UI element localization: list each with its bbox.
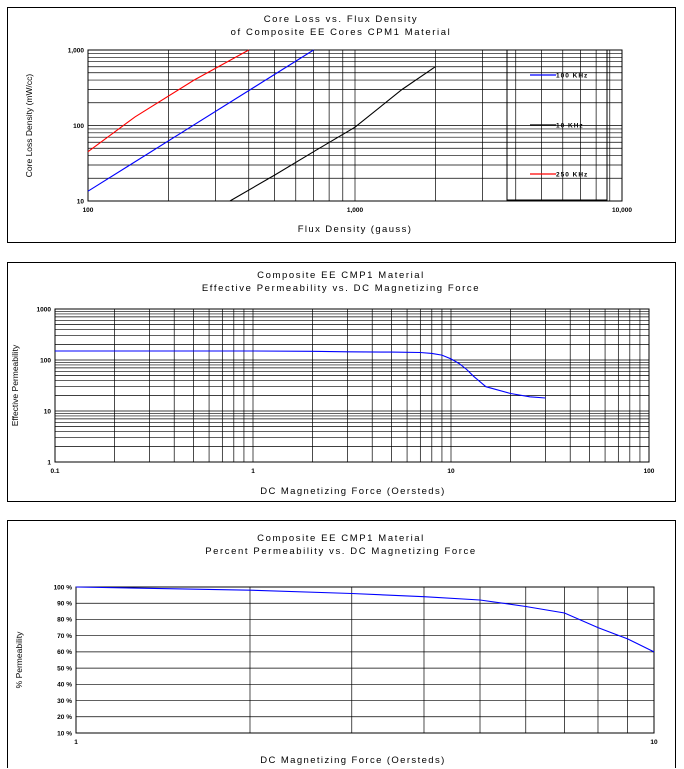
series-line-0 <box>87 49 314 192</box>
grid <box>54 308 650 463</box>
y-tick-label: 1 <box>47 459 51 466</box>
legend-label: 250 KHz <box>556 171 588 178</box>
y-tick-label: 100 % <box>54 584 73 591</box>
y-axis-label: % Permeability <box>14 631 24 688</box>
y-tick-label: 10 <box>77 198 85 205</box>
y-tick-label: 70 % <box>57 633 72 640</box>
chart-title: Core Loss vs. Flux Density <box>264 14 419 25</box>
y-axis-label: Core Loss Density (mW/cc) <box>24 74 34 178</box>
tick-labels: 1 10 10 % 20 % 30 % 40 % 50 % 60 % 70 % 80 % 90 % 1… <box>54 584 658 746</box>
x-tick-label: 10 <box>650 739 658 746</box>
tick-labels: 0.1 1 10 100 1 10 100 1000 <box>37 306 655 475</box>
y-tick-label: 100 <box>73 123 84 130</box>
y-tick-label: 10 <box>44 408 52 415</box>
x-tick-label: 100 <box>644 468 655 475</box>
series-group <box>75 586 655 653</box>
series-line-0 <box>75 586 655 653</box>
legend-label: 10 KHz <box>556 122 584 129</box>
y-tick-label: 1,000 <box>68 47 85 54</box>
core-loss-chart-panel: Core Loss vs. Flux Density of Composite … <box>7 7 676 243</box>
y-tick-label: 60 % <box>57 649 72 656</box>
y-tick-label: 80 % <box>57 617 72 624</box>
y-tick-label: 1000 <box>37 306 52 313</box>
core-loss-chart: Core Loss vs. Flux Density of Composite … <box>24 14 633 235</box>
effective-permeability-chart-panel: Composite EE CMP1 Material Effective Per… <box>7 262 676 502</box>
x-axis-label: Flux Density (gauss) <box>298 224 413 235</box>
series-line-0 <box>55 350 546 399</box>
plot-area <box>87 49 623 202</box>
x-tick-label: 0.1 <box>50 468 59 475</box>
series-line-1 <box>229 66 436 202</box>
y-axis-label: Effective Permeability <box>10 344 20 426</box>
y-tick-label: 30 % <box>57 698 72 705</box>
x-tick-label: 10 <box>447 468 455 475</box>
y-tick-label: 90 % <box>57 601 72 608</box>
y-tick-label: 40 % <box>57 682 72 689</box>
series-line-2 <box>87 49 250 153</box>
x-tick-label: 10,000 <box>612 207 632 214</box>
series-group <box>55 350 546 399</box>
y-tick-label: 100 <box>40 357 51 364</box>
chart-title: Composite EE CMP1 Material <box>257 533 425 544</box>
percent-permeability-chart-panel: Composite EE CMP1 Material Percent Perme… <box>7 520 676 768</box>
plot-area <box>54 308 650 463</box>
chart-subtitle: Effective Permeability vs. DC Magnetizin… <box>202 283 480 294</box>
chart-title: Composite EE CMP1 Material <box>257 270 425 281</box>
y-tick-label: 20 % <box>57 714 72 721</box>
x-tick-label: 1 <box>74 739 78 746</box>
effective-permeability-chart: Composite EE CMP1 Material Effective Per… <box>10 270 655 497</box>
y-tick-label: 10 % <box>57 730 72 737</box>
series-group <box>87 49 436 202</box>
tick-labels: 100 1,000 10,000 10 100 1,000 <box>68 47 633 214</box>
plot-area <box>75 586 655 734</box>
x-axis-label: DC Magnetizing Force (Oersteds) <box>260 486 445 497</box>
grid <box>75 586 655 734</box>
x-axis-label: DC Magnetizing Force (Oersteds) <box>260 755 445 766</box>
chart-subtitle: Percent Permeability vs. DC Magnetizing … <box>205 546 477 557</box>
x-tick-label: 100 <box>83 207 94 214</box>
y-tick-label: 50 % <box>57 665 72 672</box>
percent-permeability-chart: Composite EE CMP1 Material Percent Perme… <box>14 533 658 766</box>
legend-box <box>506 49 608 201</box>
x-tick-label: 1,000 <box>347 207 364 214</box>
x-tick-label: 1 <box>251 468 255 475</box>
legend-label: 100 KHz <box>556 72 588 79</box>
legend: 100 KHz 10 KHz 250 KHz <box>530 72 588 178</box>
chart-subtitle: of Composite EE Cores CPM1 Material <box>231 27 452 38</box>
